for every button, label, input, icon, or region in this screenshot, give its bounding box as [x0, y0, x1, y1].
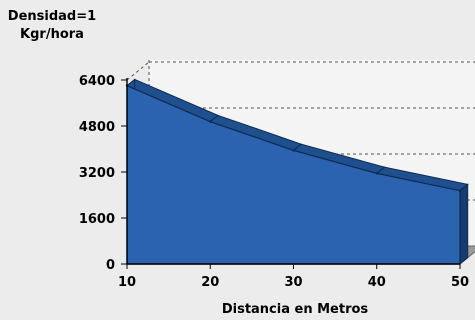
x-tick-label-40: 40	[368, 275, 386, 290]
y-tick-label-4800: 4800	[79, 120, 115, 135]
x-tick-label-10: 10	[118, 275, 136, 290]
y-tick-label-3200: 3200	[79, 166, 115, 181]
gridline-diag-6400	[126, 61, 150, 81]
x-axis-title: Distancia en Metros	[222, 302, 369, 317]
x-tick-label-20: 20	[201, 275, 219, 290]
y-tick-label-1600: 1600	[79, 212, 115, 227]
data-point-40	[375, 172, 378, 175]
data-point-20	[209, 120, 212, 123]
data-point-30	[292, 149, 295, 152]
y-tick-label-0: 0	[106, 258, 115, 273]
y-axis-title-line1: Densidad=1	[8, 9, 96, 24]
x-tick-label-30: 30	[284, 275, 302, 290]
y-axis-title-line2: Kgr/hora	[20, 27, 84, 42]
area-front-face	[126, 84, 461, 265]
data-point-50	[458, 189, 462, 192]
area-right-side	[459, 183, 469, 266]
x-tick-label-50: 50	[451, 275, 469, 290]
y-tick-label-6400: 6400	[79, 74, 115, 89]
